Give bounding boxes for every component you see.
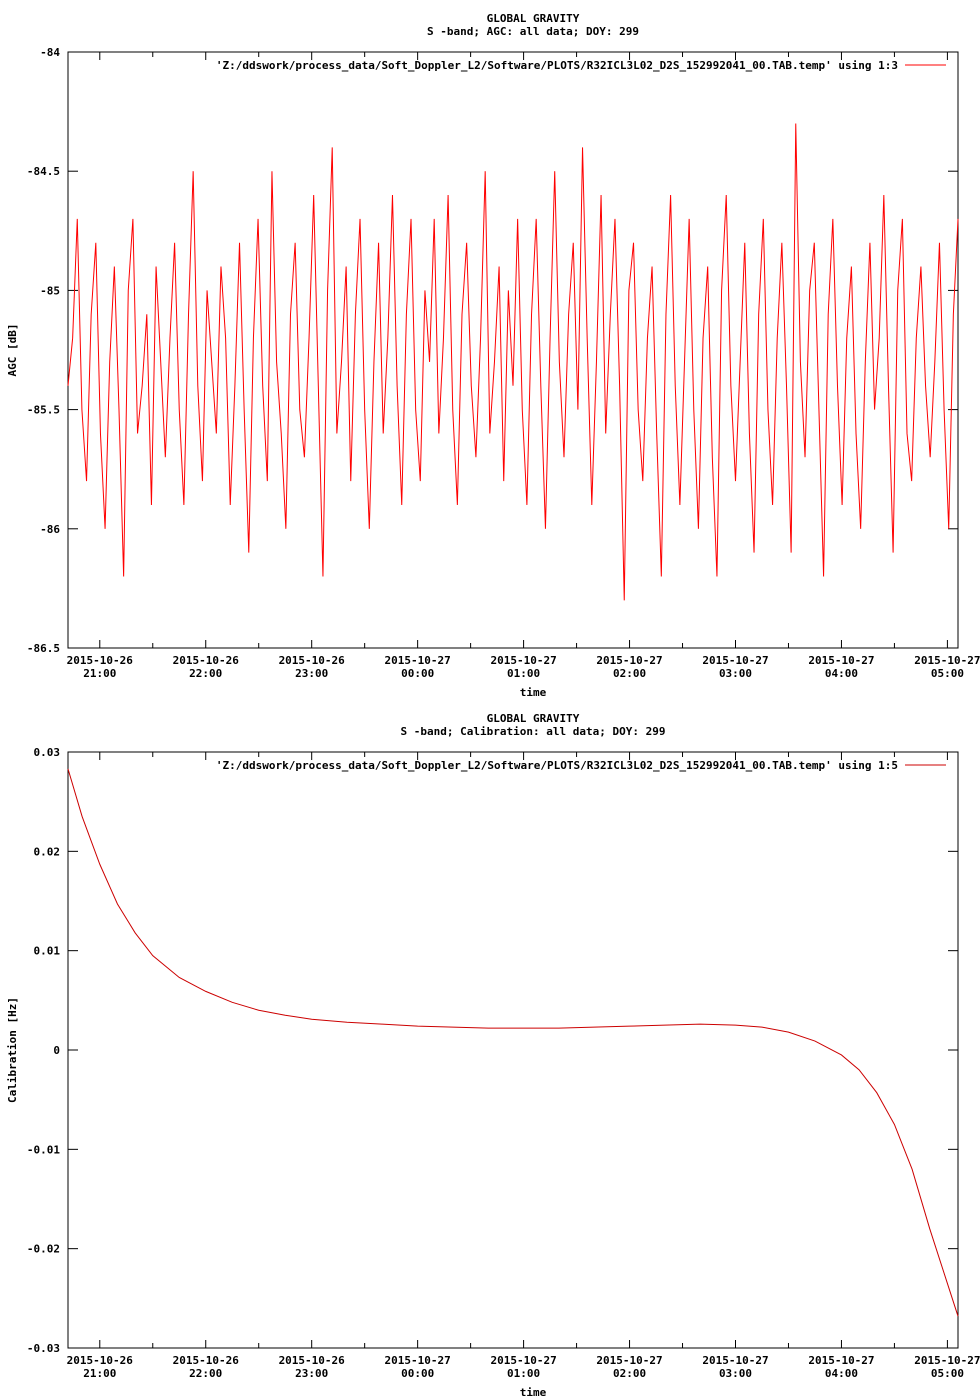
y-tick-label: -85.5 <box>27 404 60 417</box>
y-tick-label: -0.01 <box>27 1143 60 1156</box>
x-tick-label-date: 2015-10-26 <box>67 654 134 667</box>
x-tick-label-time: 01:00 <box>507 667 540 680</box>
x-tick-label-time: 00:00 <box>401 1367 434 1380</box>
x-tick-label-time: 23:00 <box>295 667 328 680</box>
x-tick-label-date: 2015-10-27 <box>702 1354 768 1367</box>
x-tick-label-date: 2015-10-27 <box>914 1354 980 1367</box>
x-tick-label-time: 23:00 <box>295 1367 328 1380</box>
y-tick-label: -0.02 <box>27 1243 60 1256</box>
x-tick-label-time: 05:00 <box>931 667 964 680</box>
series-line <box>67 123 959 601</box>
x-tick-label-date: 2015-10-27 <box>490 1354 556 1367</box>
x-tick-label-time: 04:00 <box>825 667 858 680</box>
y-tick-label: -85 <box>40 284 60 297</box>
y-tick-label: 0 <box>53 1044 60 1057</box>
x-tick-label-date: 2015-10-27 <box>596 1354 662 1367</box>
x-tick-label-date: 2015-10-26 <box>173 654 240 667</box>
x-tick-label-date: 2015-10-27 <box>385 654 451 667</box>
x-axis-label: time <box>520 686 547 699</box>
x-tick-label-time: 21:00 <box>83 1367 116 1380</box>
y-tick-label: 0.03 <box>34 746 61 759</box>
x-tick-label-time: 02:00 <box>613 667 646 680</box>
y-tick-label: -86.5 <box>27 642 60 655</box>
plot-frame <box>67 751 959 1349</box>
x-tick-label-date: 2015-10-26 <box>173 1354 240 1367</box>
y-tick-label: -84.5 <box>27 165 60 178</box>
x-axis-label: time <box>520 1386 547 1399</box>
legend-label: 'Z:/ddswork/process_data/Soft_Doppler_L2… <box>216 59 898 72</box>
y-tick-label: -84 <box>40 46 60 59</box>
x-tick-label-date: 2015-10-26 <box>279 654 346 667</box>
x-tick-label-date: 2015-10-27 <box>914 654 980 667</box>
x-tick-label-time: 22:00 <box>189 1367 222 1380</box>
x-tick-label-date: 2015-10-26 <box>67 1354 134 1367</box>
chart-title: GLOBAL GRAVITY <box>487 712 580 725</box>
x-tick-label-date: 2015-10-26 <box>279 1354 346 1367</box>
legend-label: 'Z:/ddswork/process_data/Soft_Doppler_L2… <box>216 759 898 772</box>
y-axis-label: Calibration [Hz] <box>6 997 19 1103</box>
chart-subtitle: S -band; AGC: all data; DOY: 299 <box>427 25 639 38</box>
x-tick-label-time: 00:00 <box>401 667 434 680</box>
chart-subtitle: S -band; Calibration: all data; DOY: 299 <box>401 725 666 738</box>
x-tick-label-time: 22:00 <box>189 667 222 680</box>
x-tick-label-time: 03:00 <box>719 1367 752 1380</box>
y-tick-label: 0.02 <box>34 845 61 858</box>
x-tick-label-time: 04:00 <box>825 1367 858 1380</box>
plot-frame <box>67 51 959 649</box>
x-tick-label-date: 2015-10-27 <box>596 654 662 667</box>
x-tick-label-time: 21:00 <box>83 667 116 680</box>
y-tick-label: 0.01 <box>34 945 61 958</box>
y-tick-label: -86 <box>40 523 60 536</box>
x-tick-label-date: 2015-10-27 <box>702 654 768 667</box>
y-tick-label: -0.03 <box>27 1342 60 1355</box>
x-tick-label-time: 05:00 <box>931 1367 964 1380</box>
chart-title: GLOBAL GRAVITY <box>487 12 580 25</box>
series-line <box>67 768 959 1317</box>
x-tick-label-date: 2015-10-27 <box>808 1354 874 1367</box>
x-tick-label-time: 01:00 <box>507 1367 540 1380</box>
x-tick-label-date: 2015-10-27 <box>385 1354 451 1367</box>
x-tick-label-date: 2015-10-27 <box>490 654 556 667</box>
x-tick-label-time: 02:00 <box>613 1367 646 1380</box>
y-axis-label: AGC [dB] <box>6 324 19 377</box>
x-tick-label-time: 03:00 <box>719 667 752 680</box>
x-tick-label-date: 2015-10-27 <box>808 654 874 667</box>
